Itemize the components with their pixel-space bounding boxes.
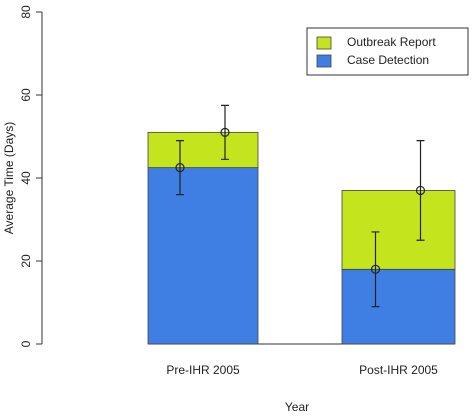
- y-tick-label: 80: [19, 5, 33, 19]
- bar-segment: [341, 268, 456, 345]
- legend-box: [306, 27, 469, 76]
- x-axis-label: Year: [285, 400, 309, 414]
- bar-segment: [147, 131, 259, 169]
- point: [415, 185, 426, 196]
- y-tick-label: 60: [19, 88, 33, 102]
- x-tick-label: Post-IHR 2005: [359, 363, 438, 377]
- legend-label: Outbreak Report: [347, 35, 436, 49]
- bar-segment: [341, 190, 456, 270]
- point: [175, 163, 185, 173]
- error-bar: [176, 140, 184, 196]
- y-axis-label: Average Time (Days): [2, 122, 16, 234]
- error-bar: [416, 140, 425, 241]
- error-bar: [221, 104, 229, 160]
- y-tick-label: 40: [19, 171, 33, 185]
- legend-swatch: [316, 36, 332, 50]
- point: [370, 264, 381, 274]
- point: [220, 127, 230, 137]
- bar-segment: [147, 167, 259, 345]
- legend-label: Case Detection: [347, 53, 429, 67]
- legend-swatch: [316, 54, 332, 68]
- error-bar: [371, 231, 380, 308]
- y-tick-label: 0: [19, 340, 33, 347]
- y-tick-label: 20: [19, 254, 33, 268]
- x-tick-label: Pre-IHR 2005: [166, 363, 240, 377]
